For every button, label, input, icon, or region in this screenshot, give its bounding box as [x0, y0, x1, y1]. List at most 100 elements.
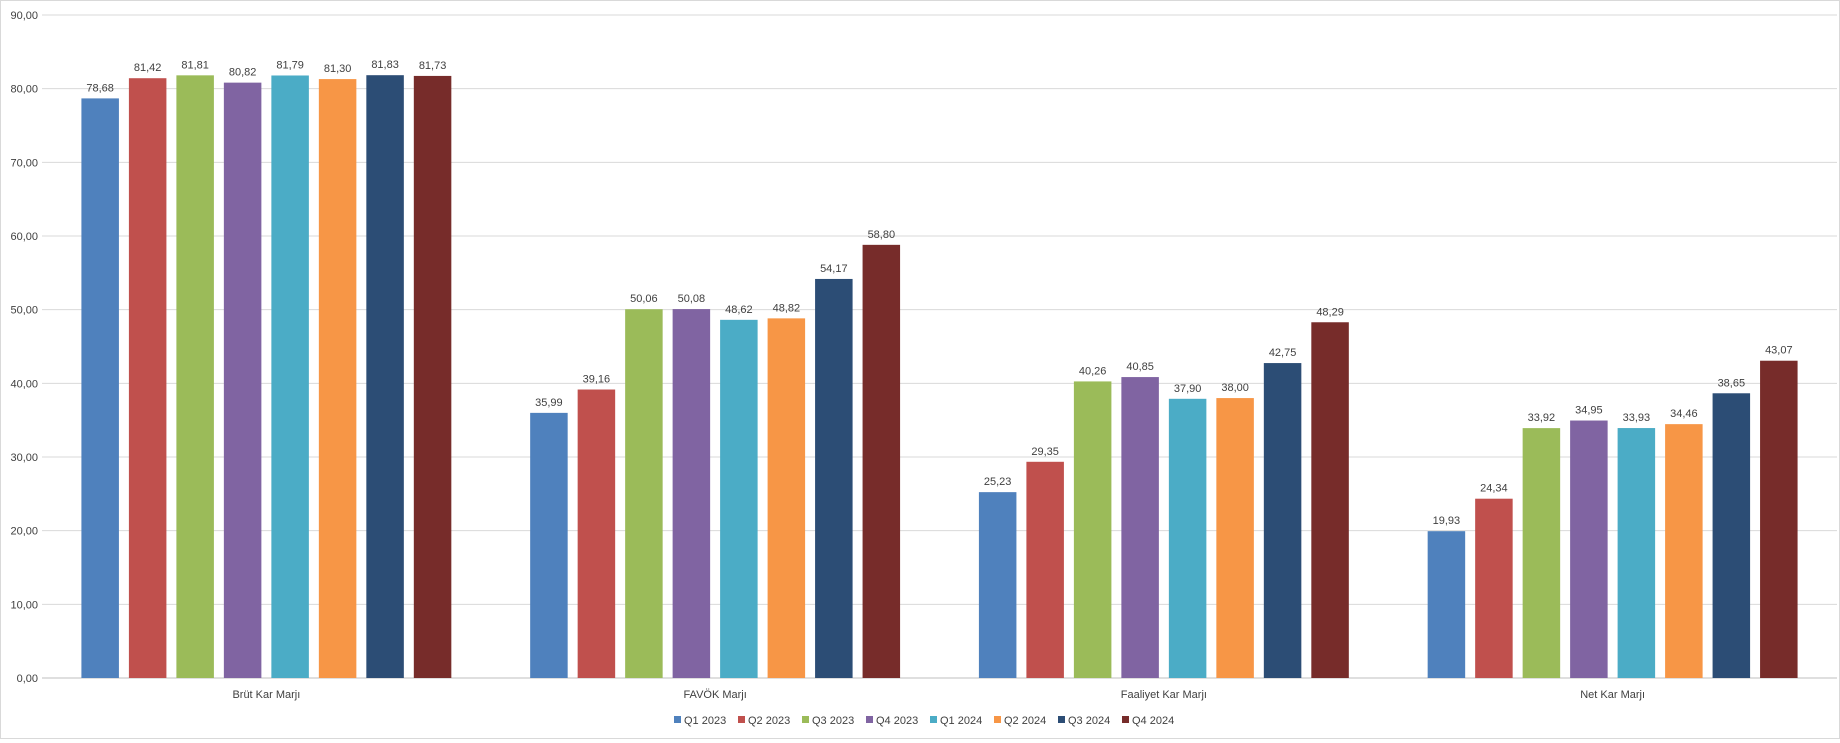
legend-label: Q2 2023 — [748, 715, 790, 727]
data-label: 48,62 — [725, 304, 753, 316]
bar — [1168, 398, 1207, 678]
data-label: 19,93 — [1433, 515, 1461, 527]
data-label: 81,30 — [324, 63, 352, 75]
data-label: 81,79 — [276, 59, 304, 71]
bar — [1216, 398, 1254, 678]
bar — [720, 319, 758, 678]
bar — [1311, 322, 1349, 678]
legend-label: Q4 2023 — [876, 715, 918, 727]
data-label: 25,23 — [984, 476, 1012, 488]
bar — [1712, 393, 1751, 678]
y-tick-label: 40,00 — [10, 378, 38, 390]
bar — [815, 278, 853, 678]
bar — [176, 75, 214, 678]
legend: Q1 2023 Q2 2023 Q3 2023 Q4 2023 Q1 2024 Q2 20… — [674, 715, 1174, 727]
bar — [862, 244, 901, 678]
bar — [1026, 461, 1064, 678]
data-label: 39,16 — [583, 374, 611, 386]
bar — [625, 309, 663, 678]
data-label: 78,68 — [86, 82, 114, 94]
bar — [1522, 428, 1561, 678]
bar — [1121, 377, 1159, 678]
y-tick-label: 10,00 — [10, 599, 38, 611]
legend-swatch — [994, 716, 1001, 723]
bar — [271, 75, 309, 679]
data-label: 38,00 — [1221, 382, 1249, 394]
data-label: 34,46 — [1670, 408, 1698, 420]
data-label: 50,08 — [678, 293, 706, 305]
data-label: 33,92 — [1528, 412, 1556, 424]
data-label: 42,75 — [1269, 347, 1297, 359]
bar — [1073, 381, 1112, 678]
bar — [1475, 498, 1513, 678]
bar — [1570, 420, 1608, 678]
legend-label: Q1 2024 — [940, 715, 982, 727]
data-label: 81,42 — [134, 62, 162, 74]
bar — [1263, 363, 1302, 678]
data-label: 37,90 — [1174, 383, 1202, 395]
data-label: 34,95 — [1575, 405, 1603, 417]
data-label: 29,35 — [1031, 446, 1059, 458]
y-tick-label: 60,00 — [10, 231, 38, 243]
data-label: 43,07 — [1765, 345, 1793, 357]
y-tick-label: 80,00 — [10, 84, 38, 96]
legend-swatch — [1122, 716, 1129, 723]
bar — [318, 79, 357, 679]
bar — [530, 412, 568, 678]
bar — [1617, 428, 1656, 678]
y-tick-label: 50,00 — [10, 305, 38, 317]
data-label: 33,93 — [1623, 412, 1651, 424]
data-label: 38,65 — [1718, 377, 1746, 389]
bar — [577, 389, 616, 678]
data-label: 40,85 — [1126, 361, 1154, 373]
bar — [672, 309, 711, 678]
data-label: 58,80 — [868, 229, 896, 241]
gridlines — [42, 14, 1837, 679]
legend-label: Q3 2024 — [1068, 715, 1110, 727]
legend-swatch — [1058, 716, 1065, 723]
bar — [366, 75, 404, 678]
legend-label: Q3 2023 — [812, 715, 854, 727]
legend-swatch — [930, 716, 937, 723]
y-tick-label: 70,00 — [10, 157, 38, 169]
data-label: 24,34 — [1480, 483, 1508, 495]
legend-swatch — [738, 716, 745, 723]
bar — [1427, 531, 1466, 678]
data-label: 50,06 — [630, 293, 658, 305]
bars — [81, 75, 1798, 679]
data-label: 80,82 — [229, 67, 257, 79]
bar — [223, 82, 262, 678]
y-tick-label: 0,00 — [17, 673, 38, 685]
x-category-label: Faaliyet Kar Marjı — [1121, 689, 1207, 701]
data-label: 81,83 — [371, 59, 399, 71]
x-category-label: Net Kar Marjı — [1580, 689, 1645, 701]
x-category-label: FAVÖK Marjı — [683, 689, 746, 701]
legend-label: Q4 2024 — [1132, 715, 1174, 727]
bar — [81, 98, 119, 678]
x-category-label: Brüt Kar Marjı — [232, 689, 300, 701]
y-tick-label: 30,00 — [10, 452, 38, 464]
y-tick-label: 90,00 — [10, 10, 38, 22]
x-axis-categories: Brüt Kar Marjı FAVÖK Marjı Faaliyet Kar Ma… — [232, 689, 1645, 701]
bar — [767, 318, 806, 678]
data-label: 48,82 — [773, 302, 801, 314]
legend-label: Q1 2023 — [684, 715, 726, 727]
legend-label: Q2 2024 — [1004, 715, 1046, 727]
bar — [1665, 424, 1703, 678]
bar — [128, 78, 167, 678]
data-label: 35,99 — [535, 397, 563, 409]
data-label: 40,26 — [1079, 365, 1107, 377]
data-label: 48,29 — [1316, 306, 1344, 318]
data-label: 81,81 — [181, 59, 209, 71]
bar — [978, 492, 1017, 678]
bar — [413, 75, 452, 679]
legend-swatch — [866, 716, 873, 723]
y-axis-ticks: 0,00 10,00 20,00 30,00 40,00 50,00 60,00 70,00 8… — [10, 10, 38, 685]
data-label: 54,17 — [820, 263, 848, 275]
data-labels: 78,68 81,42 81,81 80,82 81,79 81,30 81,83 81,73… — [86, 59, 1792, 527]
y-tick-label: 20,00 — [10, 526, 38, 538]
bar — [1760, 360, 1798, 678]
legend-swatch — [674, 716, 681, 723]
